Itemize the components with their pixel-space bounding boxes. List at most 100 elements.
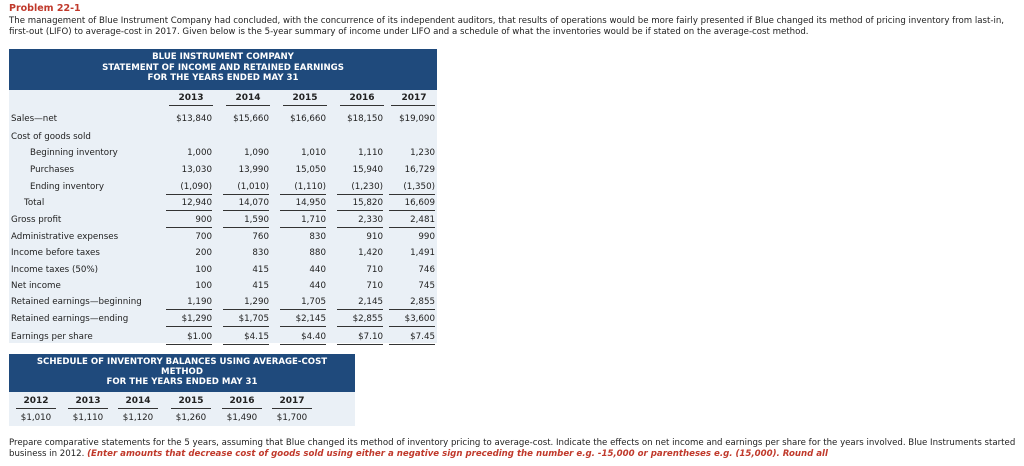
row-value: 990 [418,232,435,242]
year-underline [391,105,435,106]
row-value: 440 [309,281,326,291]
statement-row: Cost of goods sold [9,130,437,145]
row-value: 100 [195,265,212,275]
row-label: Cost of goods sold [11,132,91,142]
statement-row: Retained earnings—beginning 1,190 1,290 1,7… [9,295,437,310]
statement-row: Income before taxes 200 830 880 1,420 1,491 [9,246,437,261]
row-label: Administrative expenses [11,232,119,242]
row-value: $1,705 [238,314,269,324]
schedule-value: $1,260 [175,413,207,423]
row-value: 910 [366,232,383,242]
schedule-underline [272,408,312,409]
statement-row: Administrative expenses 700 760 830 910 990 [9,230,437,245]
row-value: $4.40 [301,332,326,342]
cell-underline [223,194,269,195]
cell-underline [166,194,212,195]
row-value: $15,660 [233,114,269,124]
statement-header-line: FOR THE YEARS ENDED MAY 31 [147,73,299,83]
year-header: 2013 [178,93,204,103]
row-value: 13,990 [238,165,269,175]
statement-row: Gross profit 900 1,590 1,710 2,330 2,481 [9,213,437,228]
schedule-underline [118,408,158,409]
schedule-year: 2013 [75,396,101,406]
instructions-main: Prepare comparative statements for the 5… [9,438,1016,459]
row-label: Net income [11,281,61,291]
statement-table: 2013 2014 2015 2016 2017 Sales—net $13,84… [9,90,437,345]
row-label: Income before taxes [11,248,100,258]
row-value: $7.10 [358,332,383,342]
schedule-underline [171,408,211,409]
row-value: 12,940 [181,198,212,208]
year-header: 2015 [292,93,318,103]
row-value: 1,290 [244,297,269,307]
row-value: 1,710 [301,215,326,225]
row-value: 16,729 [404,165,435,175]
row-value: 100 [195,281,212,291]
instructions-emphasis: (Enter amounts that decrease cost of goo… [87,449,828,459]
row-value: (1,010) [237,182,269,192]
cell-underline [166,309,212,310]
row-label: Earnings per share [11,332,93,342]
problem-title: Problem 22-1 [9,3,81,14]
row-value: 880 [309,248,326,258]
row-value: 415 [252,265,269,275]
cell-underline [223,309,269,310]
row-value: 1,090 [244,148,269,158]
schedule-value: $1,120 [122,413,154,423]
row-value: 14,070 [238,198,269,208]
row-value: $1,290 [181,314,212,324]
row-value: $18,150 [347,114,383,124]
row-value: 415 [252,281,269,291]
row-value: 16,609 [404,198,435,208]
row-value: 440 [309,265,326,275]
statement-row: Purchases 13,030 13,990 15,050 15,940 16,729 [9,163,437,178]
schedule-year: 2014 [125,396,151,406]
row-value: 830 [309,232,326,242]
row-value: 745 [418,281,435,291]
row-value: 200 [195,248,212,258]
row-label: Retained earnings—ending [11,314,129,324]
cell-underline [166,210,212,211]
schedule-value: $1,110 [72,413,104,423]
cell-underline [166,227,212,228]
cell-underline [337,344,383,345]
row-value: 14,950 [295,198,326,208]
row-label: Income taxes (50%) [11,265,99,275]
cell-underline [337,326,383,327]
row-label: Total [24,198,45,208]
cell-underline [389,344,435,345]
row-value: 1,420 [358,248,383,258]
instructions-text: Prepare comparative statements for the 5… [9,438,1019,460]
statement-header-line: STATEMENT OF INCOME AND RETAINED EARNING… [102,62,344,73]
cell-underline [389,326,435,327]
row-label: Retained earnings—beginning [11,297,142,307]
intro-text: The management of Blue Instrument Compan… [9,16,1005,37]
schedule-year: 2015 [178,396,204,406]
year-header: 2017 [401,93,427,103]
cell-underline [280,344,326,345]
cell-underline [337,210,383,211]
row-value: 15,820 [352,198,383,208]
cell-underline [166,326,212,327]
statement-row: Earnings per share $1.00 $4.15 $4.40 $7.10 $7… [9,330,437,345]
schedule-value: $1,010 [20,413,52,423]
cell-underline [337,194,383,195]
row-label: Purchases [30,165,74,175]
schedule-year: 2016 [229,396,255,406]
schedule-table: 2012 $1,010 2013 $1,110 2014 $1,120 2015 $1,260… [9,392,355,426]
year-header: 2016 [349,93,375,103]
cell-underline [337,309,383,310]
row-value: (1,110) [294,182,326,192]
row-value: 2,855 [410,297,435,307]
row-value: 2,330 [358,215,383,225]
row-value: (1,230) [351,182,383,192]
schedule-header-line: METHOD [161,367,203,377]
row-value: 2,481 [410,215,435,225]
row-value: 746 [418,265,435,275]
schedule-header-line: SCHEDULE OF INVENTORY BALANCES USING AVE… [36,357,328,367]
row-value: 830 [252,248,269,258]
schedule-value: $1,700 [276,413,308,423]
row-value: 700 [195,232,212,242]
row-value: 2,145 [358,297,383,307]
row-value: 15,940 [352,165,383,175]
